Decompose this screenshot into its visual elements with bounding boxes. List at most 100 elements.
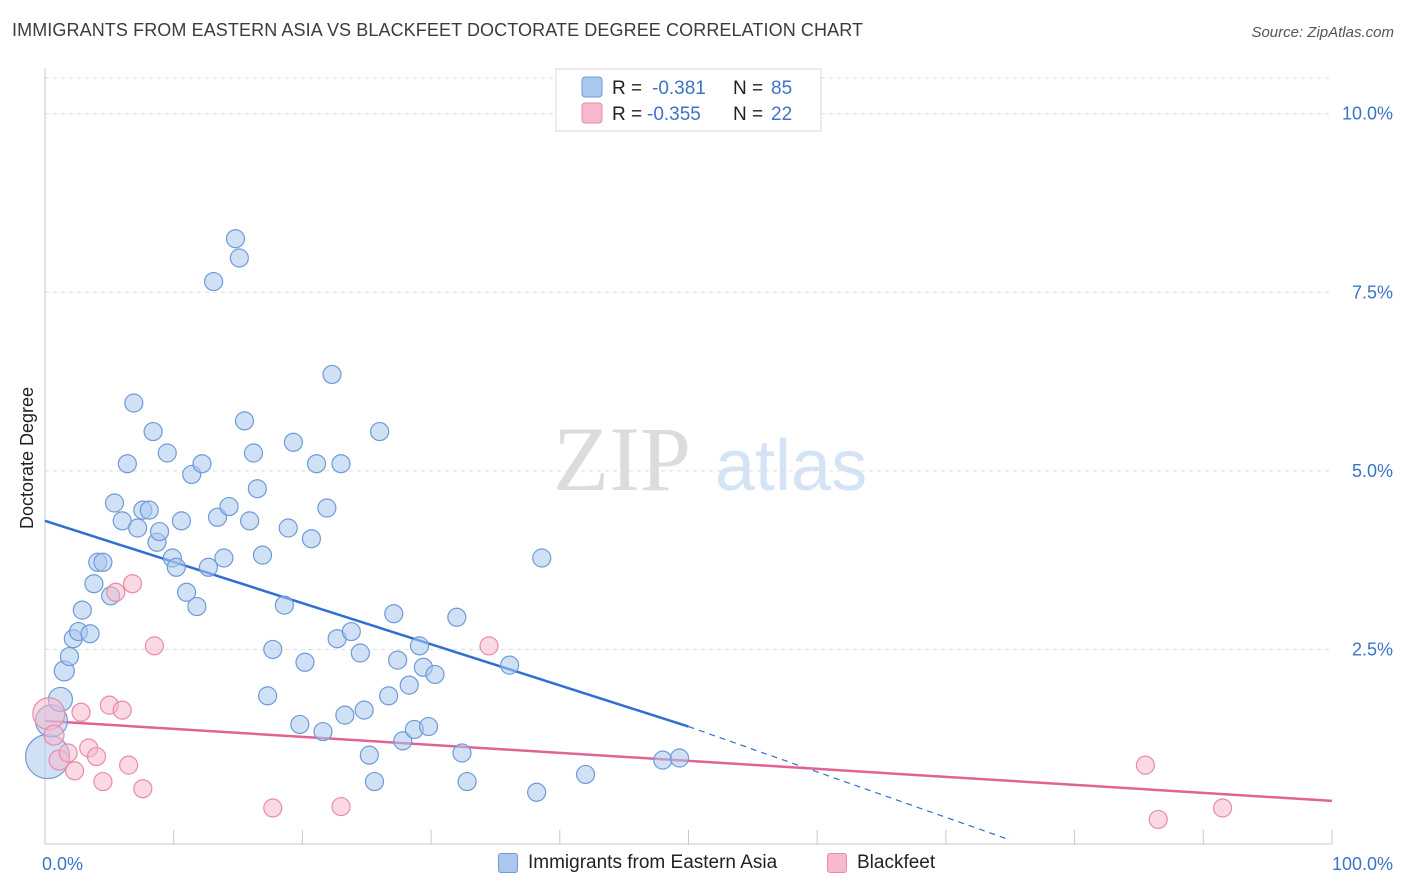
y-tick-label: 7.5% (1352, 282, 1393, 302)
eastern-asia-point (384, 604, 404, 624)
blackfeet-point (119, 755, 139, 775)
y-tick-label: 10.0% (1342, 104, 1393, 124)
eastern-asia-point (72, 600, 92, 620)
eastern-asia-point (283, 432, 303, 452)
blackfeet-point (71, 702, 91, 722)
blackfeet-point (133, 779, 153, 799)
legend-r-label: R = (612, 104, 642, 125)
eastern-asia-point (149, 521, 170, 542)
legend-swatch-pink (581, 102, 603, 124)
eastern-asia-point (274, 595, 294, 615)
eastern-asia-point (295, 652, 315, 672)
eastern-asia-point (171, 511, 192, 531)
eastern-asia-point (653, 750, 673, 770)
eastern-asia-point (128, 518, 148, 538)
blackfeet-point (479, 636, 499, 656)
blackfeet-point (331, 796, 351, 817)
eastern-asia-point (225, 229, 246, 249)
eastern-asia-point (354, 700, 374, 720)
eastern-asia-point (500, 655, 520, 675)
blackfeet-point (1148, 809, 1168, 830)
legend-box: R = -0.381 N = 85 R = -0.355 N = 22 (555, 68, 822, 132)
legend-n-value: 85 (771, 78, 792, 99)
eastern-asia-trend-line (44, 519, 689, 728)
legend-n-label: N = (733, 104, 763, 125)
legend-n-label: N = (733, 78, 763, 99)
eastern-asia-point (187, 596, 207, 617)
blackfeet-point (43, 724, 65, 746)
eastern-asia-point (399, 675, 419, 695)
y-axis-label: Doctorate Degree (17, 387, 37, 529)
chart-source: Source: ZipAtlas.com (1251, 24, 1394, 41)
watermark-atlas: atlas (715, 426, 867, 506)
eastern-asia-point (104, 493, 125, 513)
legend-item-eastern-asia: Immigrants from Eastern Asia (498, 852, 777, 874)
eastern-asia-point (393, 731, 413, 751)
eastern-asia-point (335, 705, 355, 725)
legend-n-value: 22 (771, 104, 792, 125)
eastern-asia-point (306, 454, 327, 474)
blackfeet-point (144, 636, 164, 656)
eastern-asia-point (192, 454, 212, 474)
eastern-asia-point (219, 496, 239, 517)
blackfeet-point (32, 697, 66, 731)
eastern-asia-point (301, 529, 322, 549)
eastern-asia-point (452, 743, 472, 763)
blackfeet-point (106, 582, 126, 602)
legend-swatch-pink (827, 853, 847, 873)
eastern-asia-point (669, 748, 690, 768)
eastern-asia-point (80, 624, 100, 644)
eastern-asia-point (317, 498, 337, 518)
eastern-asia-point (229, 248, 249, 268)
legend-label: Blackfeet (857, 852, 936, 873)
eastern-asia-point (290, 714, 310, 735)
bottom-legend: Immigrants from Eastern Asia Blackfeet (0, 852, 1406, 878)
eastern-asia-point (243, 443, 264, 463)
x-tick-label: 0.0% (42, 854, 83, 874)
eastern-asia-point (252, 545, 273, 565)
legend-r-value: -0.381 (652, 78, 706, 99)
legend-label: Immigrants from Eastern Asia (528, 852, 778, 873)
watermark-zip: ZIP (553, 408, 691, 510)
blackfeet-point (58, 743, 78, 763)
eastern-asia-point (527, 782, 547, 802)
eastern-asia-point (176, 582, 197, 602)
eastern-asia-point (157, 443, 177, 463)
legend-swatch-blue (498, 853, 518, 873)
eastern-asia-point (198, 557, 219, 577)
y-tick-label: 2.5% (1352, 639, 1393, 659)
eastern-asia-point (313, 721, 333, 742)
legend-r-label: R = (612, 78, 642, 99)
eastern-asia-point (117, 454, 137, 474)
eastern-asia-point (575, 764, 596, 785)
eastern-asia-trend-extension (688, 726, 1011, 841)
eastern-asia-point (84, 574, 104, 594)
blackfeet-point (65, 761, 85, 781)
eastern-asia-point (322, 364, 342, 385)
eastern-asia-point (532, 548, 552, 568)
eastern-asia-point (240, 511, 260, 531)
eastern-asia-point (409, 636, 430, 656)
eastern-asia-point (418, 716, 439, 737)
blackfeet-point (1213, 798, 1233, 818)
eastern-asia-point (166, 557, 186, 577)
eastern-asia-point (139, 500, 159, 520)
eastern-asia-point (247, 479, 267, 499)
eastern-asia-point (425, 664, 445, 685)
eastern-asia-point (388, 650, 408, 670)
y-tick-label: 5.0% (1352, 461, 1393, 481)
blackfeet-point (263, 798, 283, 818)
x-tick-label: 100.0% (1332, 854, 1393, 874)
blackfeet-point (86, 746, 107, 767)
eastern-asia-point (370, 421, 390, 442)
eastern-asia-point (59, 646, 80, 667)
eastern-asia-point (350, 643, 370, 663)
legend-swatch-blue (581, 76, 603, 98)
blackfeet-point (112, 700, 132, 720)
eastern-asia-point (331, 454, 351, 474)
blackfeet-point (1135, 755, 1155, 775)
eastern-asia-point (447, 607, 467, 627)
eastern-asia-point (379, 686, 399, 706)
chart-title: IMMIGRANTS FROM EASTERN ASIA VS BLACKFEE… (12, 20, 864, 40)
